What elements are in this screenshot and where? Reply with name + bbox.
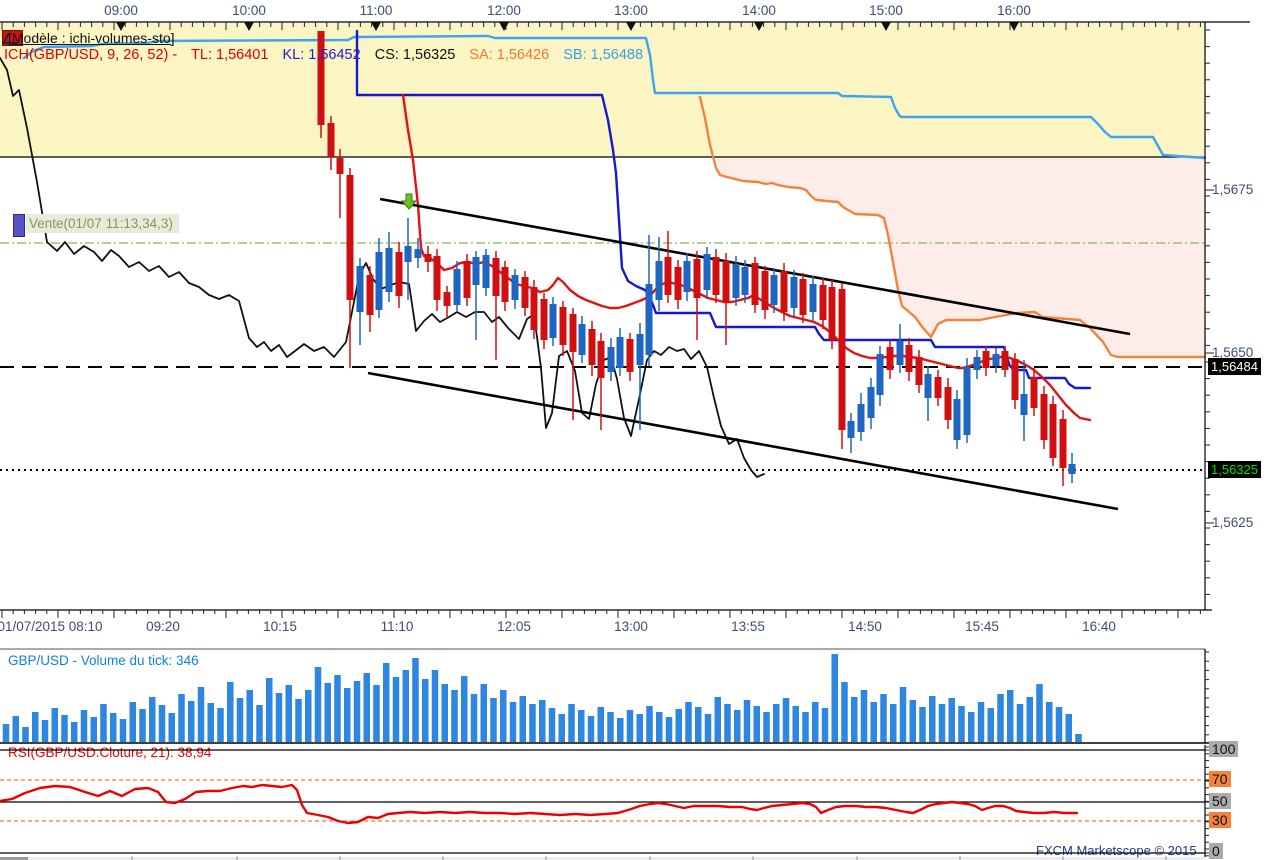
bottom-axis-time-label: 15:45 — [965, 619, 999, 634]
senkou-b-value: SB: 1,56488 — [563, 47, 644, 63]
cloud-regions — [0, 23, 1205, 357]
top-time-axis[interactable] — [0, 21, 1250, 31]
rsi-level-badge: 70 — [1209, 771, 1231, 787]
ichimoku-indicator-line: ICH(GBP/USD, 9, 26, 52) - TL: 1,56401 KL… — [4, 47, 653, 63]
kijun-value: KL: 1,56452 — [282, 47, 361, 63]
copyright-text: FXCM Marketscope © 2015 — [1036, 843, 1197, 858]
bottom-axis-time-label: 16:40 — [1082, 619, 1116, 634]
top-axis-hour-label: 16:00 — [997, 3, 1031, 18]
rsi-level-badge: 0 — [1209, 843, 1223, 859]
top-axis-hour-label: 12:00 — [487, 3, 521, 18]
current-price-badge: 1,56325 — [1208, 461, 1261, 478]
trendline[interactable] — [367, 371, 1119, 511]
bottom-axis-time-label: 13:00 — [614, 619, 648, 634]
top-axis-hour-label: 13:00 — [614, 3, 648, 18]
candlesticks — [317, 31, 1076, 486]
sell-signal-icon[interactable] — [400, 193, 418, 210]
chikou-value: CS: 1,56325 — [374, 47, 456, 63]
bottom-time-axis[interactable] — [0, 609, 1212, 618]
rsi-level-badge: 30 — [1209, 812, 1231, 828]
senkou-a-value: SA: 1,56426 — [469, 47, 550, 63]
bottom-axis-time-label: 14:50 — [848, 619, 882, 634]
indicator-name: ICH(GBP/USD, 9, 26, 52) - — [4, 47, 178, 63]
rsi-panel[interactable] — [0, 745, 1213, 857]
model-title: [Modèle : ichi-volumes-sto] — [8, 30, 175, 46]
rsi-level-badge: 100 — [1209, 741, 1239, 757]
top-axis-hour-label: 09:00 — [104, 3, 138, 18]
price-axis[interactable] — [1204, 22, 1214, 610]
volume-panel[interactable] — [0, 648, 1212, 744]
scrollbar-thumb[interactable] — [0, 857, 28, 860]
bottom-axis-time-label: 11:10 — [380, 619, 414, 634]
volume-panel-title: GBP/USD - Volume du tick: 346 — [8, 653, 199, 668]
bottom-axis-time-label: 09:20 — [146, 619, 180, 634]
top-axis-hour-label: 14:00 — [742, 3, 776, 18]
top-axis-hour-label: 11:00 — [359, 3, 393, 18]
sell-trade-label[interactable]: Vente(01/07 11:13,34,3) — [26, 214, 179, 233]
fxcm-logo-icon — [2, 30, 23, 46]
sell-trade-icon[interactable] — [13, 214, 25, 237]
current-price-badge: 1,56484 — [1208, 358, 1261, 375]
bottom-axis-time-label: 01/07/2015 08:10 — [0, 619, 103, 634]
top-axis-hour-label: 15:00 — [869, 3, 903, 18]
price-axis-label: 1,5625 — [1212, 515, 1254, 530]
bottom-axis-time-label: 12:05 — [497, 619, 531, 634]
bottom-axis-time-label: 10:15 — [263, 619, 297, 634]
rsi-level-badge: 50 — [1209, 793, 1231, 809]
tenkan-value: TL: 1,56401 — [191, 47, 269, 63]
bottom-axis-time-label: 13:55 — [731, 619, 765, 634]
top-axis-hour-label: 10:00 — [232, 3, 266, 18]
bottom-scrollbar[interactable] — [0, 856, 1205, 860]
rsi-panel-title: RSI(GBP/USD.Cloture, 21): 38,94 — [8, 745, 212, 760]
price-axis-label: 1,5675 — [1212, 182, 1254, 197]
price-axis-label: 1,5650 — [1212, 345, 1254, 360]
